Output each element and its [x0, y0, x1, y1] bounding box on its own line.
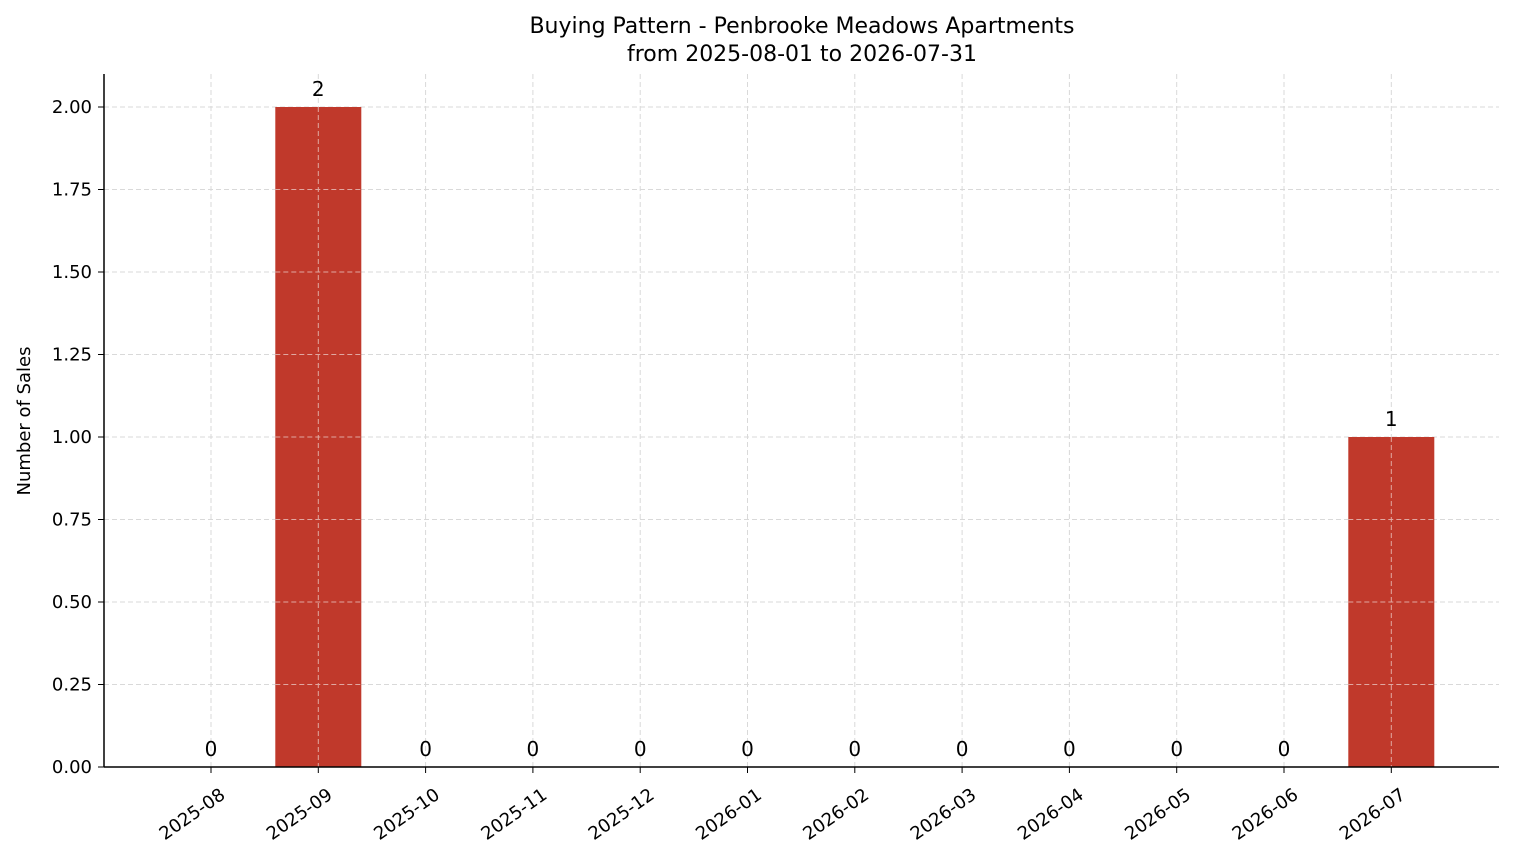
y-tick-label: 0.50 [52, 592, 92, 613]
chart-title: Buying Pattern - Penbrooke Meadows Apart… [529, 14, 1074, 39]
x-tick-label: 2026-01 [692, 784, 766, 844]
value-label: 2 [312, 77, 325, 101]
y-tick-label: 0.75 [52, 510, 92, 531]
value-label: 1 [1385, 407, 1398, 431]
y-tick-label: 1.25 [52, 345, 92, 366]
value-label: 0 [1063, 737, 1076, 761]
x-tick-label: 2026-06 [1229, 784, 1303, 844]
x-tick-label: 2025-12 [585, 784, 659, 844]
value-label: 0 [956, 737, 969, 761]
value-label: 0 [1170, 737, 1183, 761]
x-tick-label: 2026-02 [799, 784, 873, 844]
chart-subtitle: from 2025-08-01 to 2026-07-31 [627, 42, 977, 67]
y-tick-label: 1.50 [52, 262, 92, 283]
y-tick-label: 0.25 [52, 675, 92, 696]
x-tick-label: 2025-08 [156, 784, 230, 844]
value-label: 0 [741, 737, 754, 761]
y-tick-label: 2.00 [52, 97, 92, 118]
bars [275, 107, 1435, 767]
x-tick-label: 2025-11 [477, 784, 551, 844]
labels: 0 2 0 0 0 0 0 0 0 0 0 1 [205, 77, 1398, 761]
y-tick-label: 1.00 [52, 427, 92, 448]
x-tick-label: 2026-04 [1014, 784, 1088, 844]
x-tick-label: 2025-10 [370, 784, 444, 844]
value-label: 0 [1278, 737, 1291, 761]
value-label: 0 [634, 737, 647, 761]
y-tick-label: 1.75 [52, 180, 92, 201]
x-tick-label: 2025-09 [263, 784, 337, 844]
value-label: 0 [848, 737, 861, 761]
x-tick-label: 2026-05 [1121, 784, 1195, 844]
y-tick-label: 0.00 [52, 757, 92, 778]
x-tick-label: 2026-07 [1336, 784, 1410, 844]
x-tick-label: 2026-03 [907, 784, 981, 844]
value-label: 0 [205, 737, 218, 761]
y-axis-label: Number of Sales [14, 346, 35, 495]
value-label: 0 [419, 737, 432, 761]
value-label: 0 [527, 737, 540, 761]
